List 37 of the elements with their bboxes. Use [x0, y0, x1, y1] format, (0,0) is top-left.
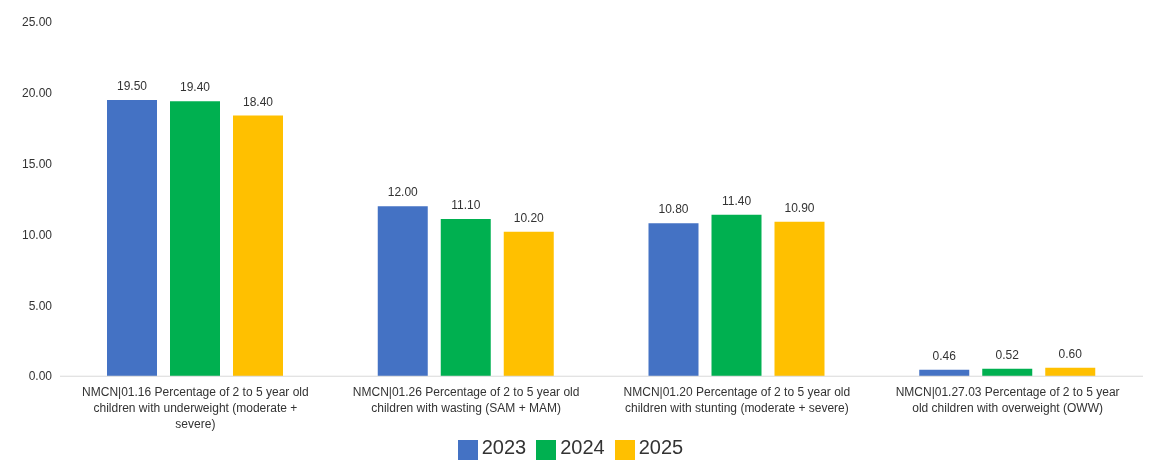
y-tick-label: 0.00 [28, 369, 53, 384]
x-tick-label: NMCN|01.27.03 Percentage of 2 to 5 year old children with overweight (OWW) [895, 385, 1120, 416]
bar [982, 368, 1033, 377]
x-tick-label: NMCN|01.26 Percentage of 2 to 5 year old children with wasting (SAM + MAM) [352, 385, 580, 416]
data-label: 11.40 [721, 193, 752, 208]
data-label: 10.80 [658, 202, 689, 217]
data-label: 10.20 [513, 210, 545, 225]
data-label: 19.50 [116, 78, 148, 93]
bar [107, 99, 157, 377]
legend-label: 2025 [638, 436, 684, 459]
x-tick-label: NMCN|01.20 Percentage of 2 to 5 year old children with stunting (moderate + severe) [623, 385, 851, 416]
bar [774, 221, 825, 377]
y-tick-label: 5.00 [28, 298, 53, 313]
bar [648, 223, 699, 377]
bar [440, 218, 491, 377]
y-tick-label: 15.00 [21, 156, 53, 171]
bar [377, 206, 428, 377]
bar [233, 115, 283, 377]
bar [711, 214, 762, 377]
y-tick-label: 20.00 [21, 86, 53, 101]
bar [919, 369, 970, 377]
legend-label: 2024 [560, 436, 605, 459]
y-tick-label: 10.00 [21, 227, 53, 242]
data-label: 0.52 [995, 347, 1020, 362]
legend-label: 2023 [481, 436, 527, 459]
data-label: 0.60 [1058, 346, 1083, 361]
data-label: 11.10 [451, 197, 481, 212]
data-label: 18.40 [242, 94, 274, 109]
bar [1045, 367, 1096, 377]
x-tick-label: NMCN|01.16 Percentage of 2 to 5 year old children with underweight (moderate + severe) [82, 385, 309, 432]
y-tick-label: 25.00 [21, 15, 53, 30]
bar [170, 101, 220, 377]
data-label: 10.90 [784, 200, 815, 215]
data-label: 0.46 [932, 348, 957, 363]
bar [503, 231, 554, 377]
data-label: 12.00 [387, 185, 419, 200]
data-label: 19.40 [179, 80, 211, 95]
